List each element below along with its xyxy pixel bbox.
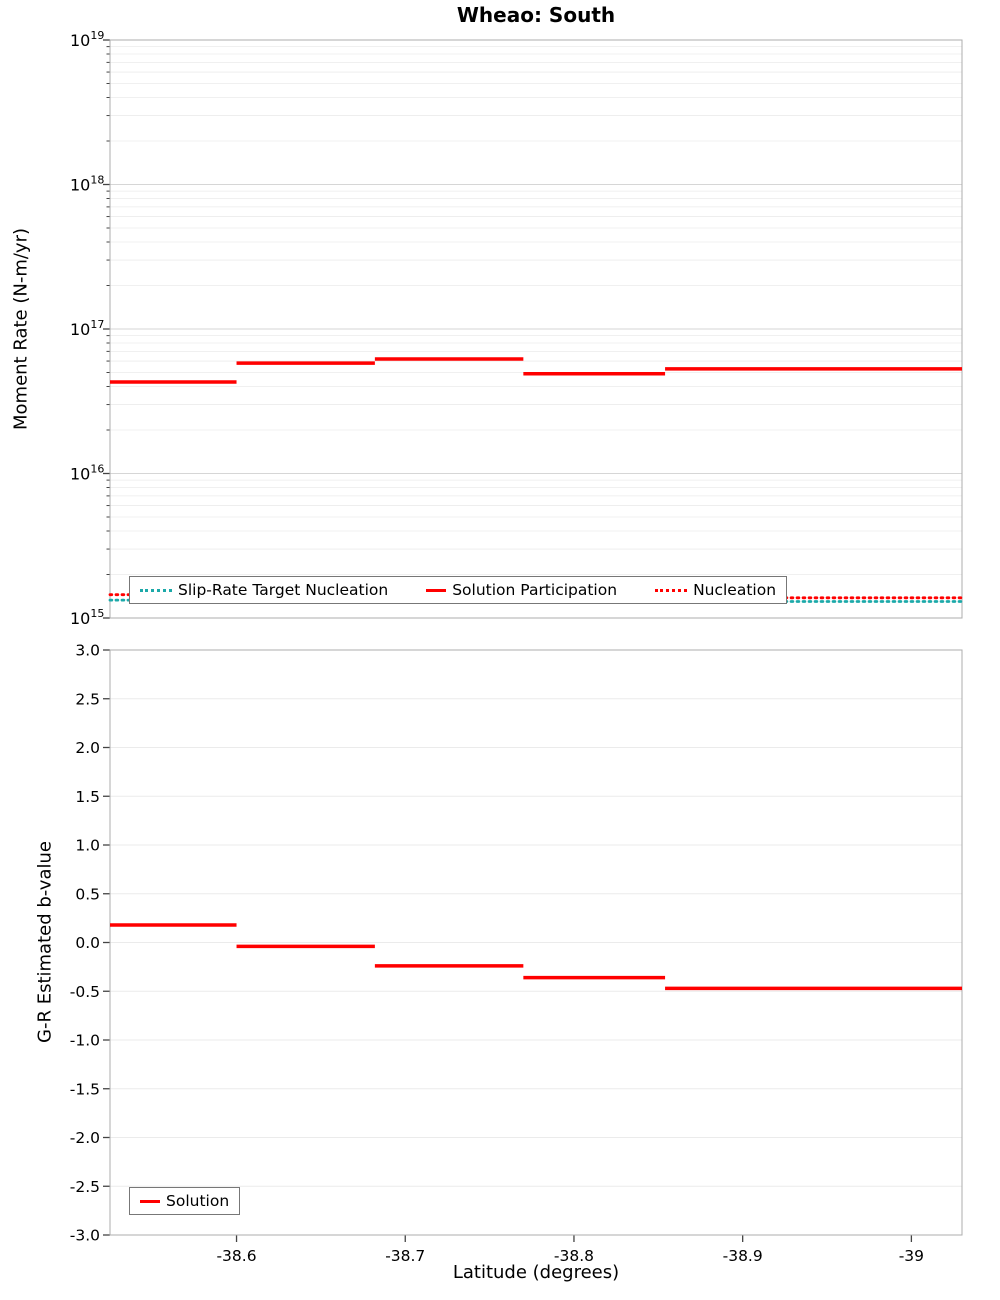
legend-label: Slip-Rate Target Nucleation — [178, 581, 389, 599]
y-tick-label: 1018 — [70, 174, 104, 195]
y-tick-label: -2.0 — [70, 1129, 100, 1147]
y-tick-label: 0.0 — [75, 934, 100, 952]
y-tick-label: 0.5 — [75, 885, 100, 903]
legend-line-sample-red-solid — [426, 588, 447, 592]
legend-moment-rate: Slip-Rate Target Nucleation Solution Par… — [129, 576, 788, 604]
y-tick-label: 1015 — [70, 607, 104, 628]
plot-border — [109, 39, 963, 619]
ylabel-b-value: G-R Estimated b-value — [34, 841, 56, 1043]
y-tick-label: 2.0 — [75, 739, 100, 757]
legend-label: Nucleation — [693, 581, 777, 599]
chart-moment-rate: 1015 1016 1017 1018 1019 — [70, 29, 964, 628]
legend-line-sample-red-solid — [140, 1199, 160, 1203]
legend-line-sample-teal-dotted — [140, 588, 172, 592]
y-tick-label: -2.5 — [70, 1178, 100, 1196]
y-tick-label: -1.5 — [70, 1080, 100, 1098]
x-tick-label: -39 — [899, 1247, 924, 1265]
y-tick-label: 1017 — [70, 318, 104, 339]
x-tick-label: -38.6 — [216, 1247, 256, 1265]
legend-label: Solution — [166, 1192, 230, 1210]
chart-b-value: 3.0 2.5 2.0 1.5 1.0 0.5 0.0 -0.5 -1.0 -1.5 -2.0 -2.… — [70, 642, 963, 1265]
y-tick-label: 1019 — [70, 29, 104, 50]
y-tick-label: 3.0 — [75, 642, 100, 660]
legend-label: Solution Participation — [452, 581, 618, 599]
legend-entry-solution-participation: Solution Participation — [426, 581, 617, 599]
legend-entry-solution: Solution — [140, 1192, 229, 1210]
y-tick-label: 1016 — [70, 463, 104, 484]
x-tick-label: -38.9 — [723, 1247, 763, 1265]
y-tick-label: 1.5 — [75, 788, 100, 806]
legend-b-value: Solution — [129, 1187, 241, 1215]
ylabel-moment-rate: Moment Rate (N-m/yr) — [10, 228, 32, 430]
plot-border — [109, 649, 963, 1236]
chart-title: Wheao: South — [456, 3, 616, 27]
y-tick-label: -1.0 — [70, 1032, 100, 1050]
legend-entry-slip-rate-target-nucleation: Slip-Rate Target Nucleation — [140, 581, 388, 599]
legend-line-sample-red-dotted — [655, 588, 688, 592]
xlabel-latitude: Latitude (degrees) — [452, 1262, 620, 1283]
legend-entry-nucleation: Nucleation — [655, 581, 776, 599]
y-tick-label: -3.0 — [70, 1227, 100, 1245]
y-tick-label: 1.0 — [75, 837, 100, 855]
y-tick-label: 2.5 — [75, 690, 100, 708]
y-tick-label: -0.5 — [70, 983, 100, 1001]
x-tick-label: -38.8 — [554, 1247, 594, 1265]
x-tick-label: -38.7 — [385, 1247, 425, 1265]
